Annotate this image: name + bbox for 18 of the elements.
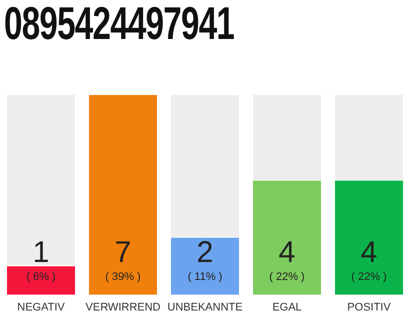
annotation: ( 22% ) — [351, 270, 387, 283]
data-label: 1 — [32, 236, 50, 269]
data-label: 2 — [196, 236, 214, 269]
x-tick-label: NEGATIV — [17, 301, 66, 314]
x-tick-label: EGAL — [272, 301, 302, 314]
annotation: ( 6% ) — [26, 270, 56, 283]
chart-title: 0895424497941 — [4, 0, 234, 50]
x-tick-label: POSITIV — [347, 301, 392, 314]
annotation: ( 22% ) — [269, 270, 305, 283]
bar — [89, 95, 157, 295]
x-tick-label: UNBEKANNTE — [167, 301, 243, 314]
annotation: ( 11% ) — [188, 270, 222, 283]
data-label: 4 — [360, 236, 378, 269]
bar — [7, 266, 75, 295]
annotation: ( 39% ) — [105, 270, 141, 283]
data-label: 4 — [278, 236, 296, 269]
data-label: 7 — [114, 236, 132, 269]
x-tick-label: VERWIRREND — [86, 301, 161, 314]
